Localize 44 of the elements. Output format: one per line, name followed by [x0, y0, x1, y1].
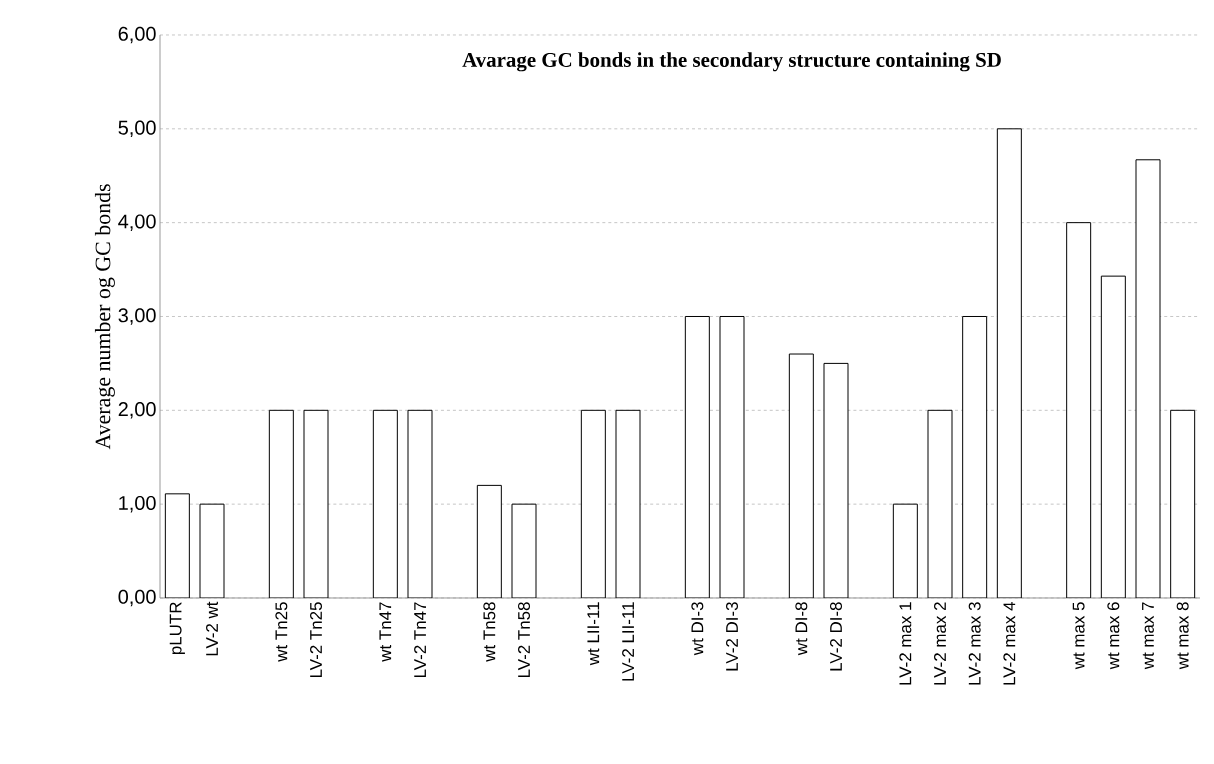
x-tick-label: LV-2 max 4: [1003, 602, 1016, 685]
x-tick-label: pLUTR: [169, 602, 185, 655]
y-tick-label: 4,00: [118, 214, 156, 231]
x-tick-label: wt max 8: [1176, 602, 1189, 670]
x-tick-label: LV-2 max 3: [968, 602, 981, 685]
bar: [927, 409, 953, 598]
y-tick-label: 5,00: [118, 120, 156, 138]
bar: [303, 409, 329, 598]
x-tick-label: LV-2 wt: [206, 601, 218, 656]
x-tick-label: wt Tn25: [275, 602, 288, 662]
x-tick-label: wt max 6: [1107, 602, 1120, 670]
x-tick-label: wt max 5: [1072, 602, 1085, 670]
x-tick-label: LV-2 Tn47: [414, 602, 426, 678]
bar: [199, 503, 225, 598]
bar: [1170, 409, 1196, 598]
x-tick-label: LV-2 max 2: [934, 602, 946, 685]
y-axis-title: Average number og GC bonds: [94, 184, 115, 450]
x-tick-label: wt Tn47: [379, 602, 392, 662]
x-tick-label: LV-2 max 1: [899, 602, 912, 685]
bar: [372, 409, 398, 598]
bar: [1066, 222, 1092, 598]
x-tick-label: LV-2 DI-8: [830, 602, 842, 671]
y-tick-label: 3,00: [118, 308, 156, 325]
bar: [615, 409, 641, 598]
x-tick-label: wt DI-8: [795, 602, 808, 656]
y-tick-label: 2,00: [118, 402, 156, 419]
bar: [580, 409, 606, 598]
bar: [996, 128, 1022, 598]
bar: [892, 503, 918, 598]
x-tick-label: wt DI-3: [691, 602, 704, 656]
x-tick-label: LV-2 LII-11: [622, 602, 634, 681]
y-tick-label: 0,00: [118, 589, 156, 607]
y-tick-label: 1,00: [119, 495, 156, 513]
bar: [407, 409, 433, 598]
x-tick-label: LV-2 Tn25: [310, 602, 323, 678]
bar: [511, 503, 537, 598]
text: Avarage GC bonds in the secondary structure containing SD: [462, 52, 1001, 72]
x-tick-label: wt LII-11: [587, 602, 600, 666]
x-tick-label: wt max 7: [1142, 602, 1154, 670]
x-tick-label: LV-2 DI-3: [726, 602, 739, 671]
x-tick-label: LV-2 Tn58: [518, 602, 531, 678]
y-tick-label: 6,00: [118, 26, 156, 44]
x-tick-label: wt Tn58: [483, 602, 496, 662]
bar: [268, 409, 294, 598]
